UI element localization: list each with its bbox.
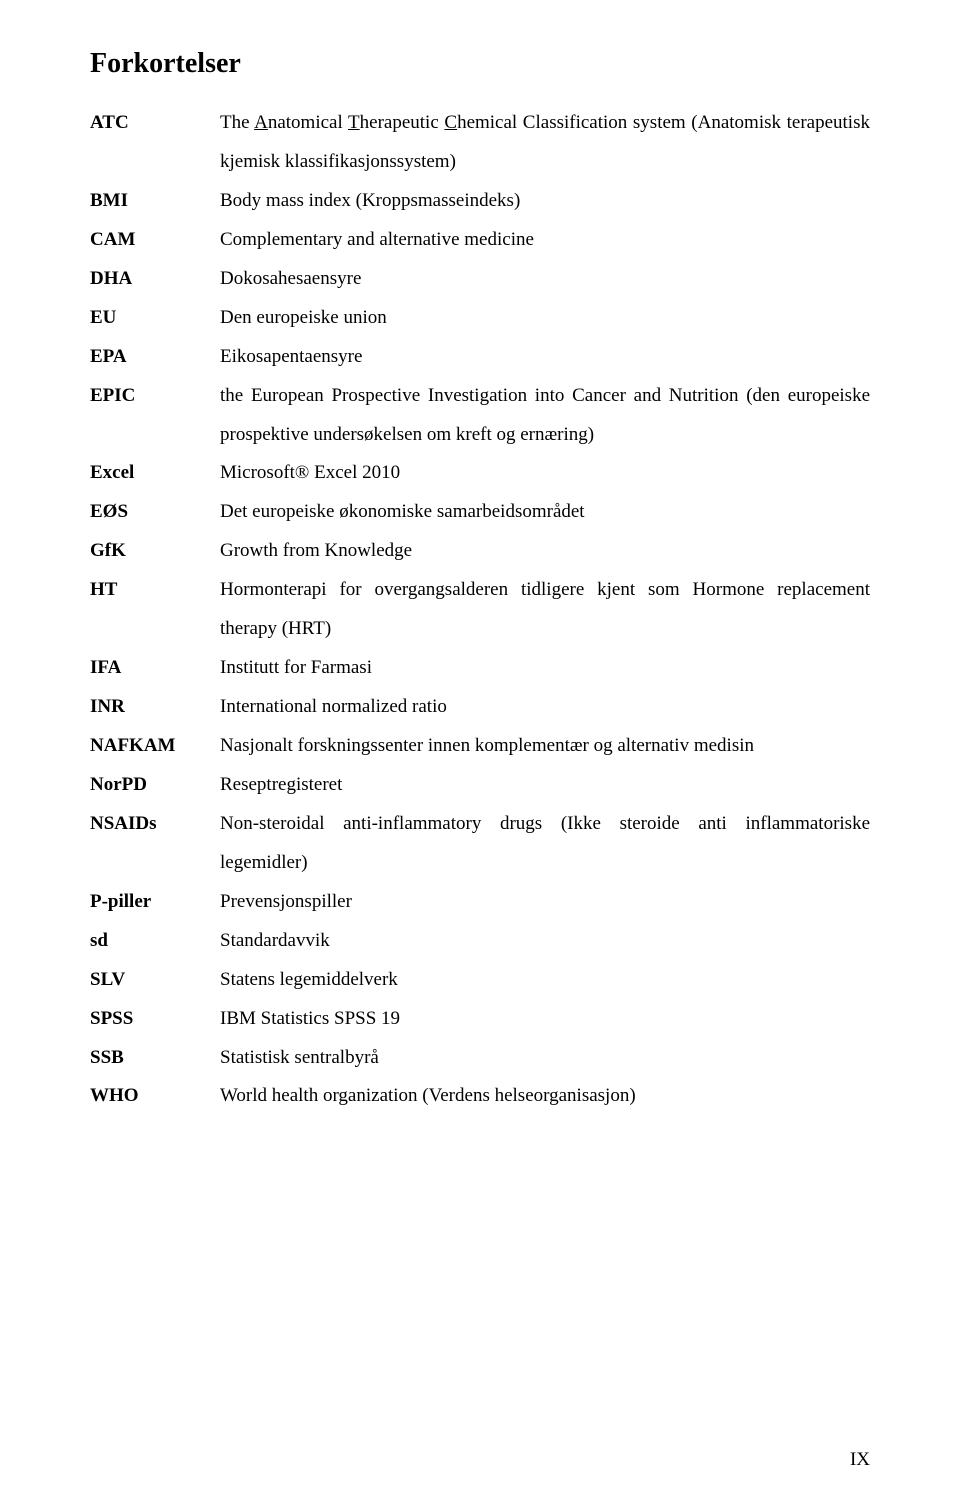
abbreviation-definition: Non-steroidal anti-inflammatory drugs (I… [220,805,870,883]
abbreviation-term: WHO [90,1077,220,1116]
abbreviation-definition: International normalized ratio [220,688,870,727]
abbreviation-definition: Institutt for Farmasi [220,649,870,688]
abbreviation-definition: Dokosahesaensyre [220,260,870,299]
abbreviation-definition: Complementary and alternative medicine [220,221,870,260]
abbreviation-term: SSB [90,1039,220,1078]
abbreviation-row: EUDen europeiske union [90,299,870,338]
abbreviation-term: CAM [90,221,220,260]
page-number: IX [850,1449,870,1471]
abbreviation-term: EØS [90,493,220,532]
abbreviation-term: EPIC [90,377,220,416]
abbreviation-term: SPSS [90,1000,220,1039]
abbreviation-term: NSAIDs [90,805,220,844]
abbreviation-row: IFAInstitutt for Farmasi [90,649,870,688]
abbreviation-row: BMIBody mass index (Kroppsmasseindeks) [90,182,870,221]
abbreviation-term: IFA [90,649,220,688]
abbreviation-term: SLV [90,961,220,1000]
abbreviation-term: ATC [90,104,220,143]
abbreviation-row: HTHormonterapi for overgangsalderen tidl… [90,571,870,649]
abbreviation-row: INRInternational normalized ratio [90,688,870,727]
abbreviation-term: Excel [90,454,220,493]
abbreviation-definition: Standardavvik [220,922,870,961]
abbreviation-definition: IBM Statistics SPSS 19 [220,1000,870,1039]
abbreviation-definition: Microsoft® Excel 2010 [220,454,870,493]
abbreviation-row: EPAEikosapentaensyre [90,338,870,377]
abbreviation-row: SSBStatistisk sentralbyrå [90,1039,870,1078]
abbreviation-definition: Hormonterapi for overgangsalderen tidlig… [220,571,870,649]
abbreviation-definition: Statistisk sentralbyrå [220,1039,870,1078]
abbreviation-definition: World health organization (Verdens helse… [220,1077,870,1116]
abbreviation-row: CAMComplementary and alternative medicin… [90,221,870,260]
abbreviation-term: sd [90,922,220,961]
abbreviation-term: INR [90,688,220,727]
abbreviation-row: EØSDet europeiske økonomiske samarbeidso… [90,493,870,532]
abbreviation-row: EPICthe European Prospective Investigati… [90,377,870,455]
abbreviation-row: GfKGrowth from Knowledge [90,532,870,571]
abbreviation-definition: Growth from Knowledge [220,532,870,571]
abbreviation-term: DHA [90,260,220,299]
abbreviation-term: P-piller [90,883,220,922]
abbreviation-definition: Nasjonalt forskningssenter innen komplem… [220,727,870,766]
abbreviation-row: NSAIDsNon-steroidal anti-inflammatory dr… [90,805,870,883]
abbreviation-definition: Den europeiske union [220,299,870,338]
abbreviation-row: P-pillerPrevensjonspiller [90,883,870,922]
abbreviation-row: NorPDReseptregisteret [90,766,870,805]
abbreviation-definition: Body mass index (Kroppsmasseindeks) [220,182,870,221]
abbreviation-term: EPA [90,338,220,377]
abbreviation-term: NAFKAM [90,727,220,766]
abbreviation-row: sdStandardavvik [90,922,870,961]
abbreviation-definition: Eikosapentaensyre [220,338,870,377]
abbreviation-row: SLVStatens legemiddelverk [90,961,870,1000]
abbreviation-definition: Reseptregisteret [220,766,870,805]
abbreviation-row: ExcelMicrosoft® Excel 2010 [90,454,870,493]
heading-forkortelser: Forkortelser [90,48,870,80]
abbreviation-definition: Det europeiske økonomiske samarbeidsområ… [220,493,870,532]
abbreviation-term: GfK [90,532,220,571]
abbreviations-list: ATCThe Anatomical Therapeutic Chemical C… [90,104,870,1116]
document-page: Forkortelser ATCThe Anatomical Therapeut… [0,0,960,1511]
abbreviation-definition: Statens legemiddelverk [220,961,870,1000]
abbreviation-row: WHOWorld health organization (Verdens he… [90,1077,870,1116]
abbreviation-row: SPSSIBM Statistics SPSS 19 [90,1000,870,1039]
abbreviation-term: HT [90,571,220,610]
abbreviation-row: ATCThe Anatomical Therapeutic Chemical C… [90,104,870,182]
abbreviation-row: NAFKAMNasjonalt forskningssenter innen k… [90,727,870,766]
abbreviation-term: EU [90,299,220,338]
abbreviation-row: DHADokosahesaensyre [90,260,870,299]
abbreviation-term: NorPD [90,766,220,805]
abbreviation-definition: The Anatomical Therapeutic Chemical Clas… [220,104,870,182]
abbreviation-definition: Prevensjonspiller [220,883,870,922]
abbreviation-definition: the European Prospective Investigation i… [220,377,870,455]
abbreviation-term: BMI [90,182,220,221]
